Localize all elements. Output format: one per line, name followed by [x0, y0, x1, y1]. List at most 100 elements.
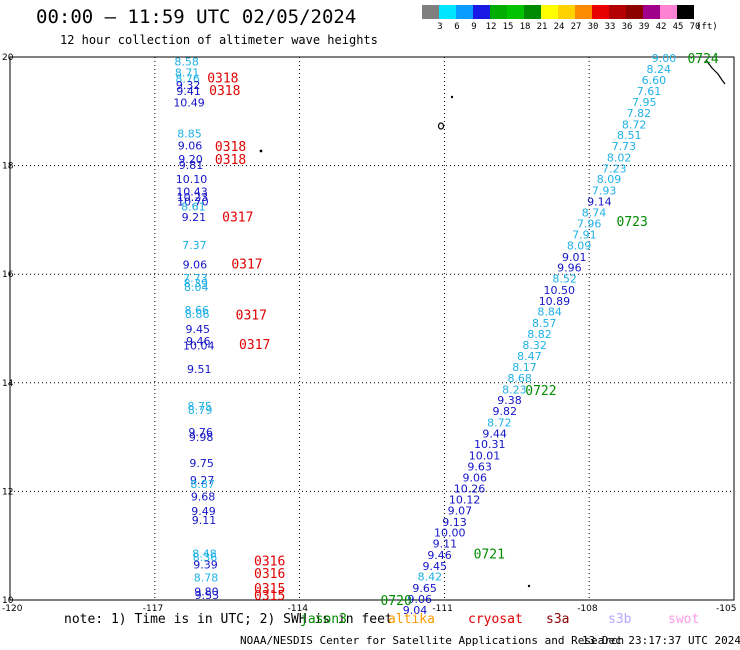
wave-height-value: 9.20 — [178, 153, 203, 166]
pass-time-label: 0721 — [474, 547, 505, 562]
coastline — [705, 59, 726, 85]
wave-height-value: 9.96 — [557, 262, 582, 275]
pass-time-label: 0724 — [687, 52, 718, 67]
legend-tick-label: 12 — [485, 22, 497, 32]
wave-height-value: 8.52 — [552, 273, 577, 286]
wave-height-value: 8.68 — [507, 372, 532, 385]
legend-swatch — [643, 5, 660, 19]
wave-height-value: 10.89 — [539, 295, 571, 308]
color-legend: 3 6 9 12 15 18 21 24 27 30 33 36 39 42 45 70 (ft) — [422, 5, 728, 33]
lon-tick-label: -105 — [716, 604, 736, 614]
wave-height-value: 8.09 — [597, 173, 622, 186]
wave-height-value: 10.31 — [474, 438, 506, 451]
wave-height-value: 9.04 — [403, 604, 428, 617]
legend-swatch — [473, 5, 490, 19]
pass-time-label: 0318 — [209, 84, 240, 99]
pass-time-label: 0317 — [222, 211, 253, 226]
legend-swatch — [541, 5, 558, 19]
lat-tick-label: 14 — [2, 379, 14, 389]
wave-height-value: 8.02 — [607, 151, 632, 164]
wave-height-value: 8.86 — [185, 308, 210, 321]
wave-height-value: 9.06 — [183, 258, 208, 271]
legend-tick-label: 24 — [553, 22, 565, 32]
lat-tick-label: 10 — [2, 596, 14, 606]
lat-tick-label: 12 — [2, 487, 13, 497]
wave-height-value: 10.12 — [449, 494, 481, 507]
island — [450, 95, 454, 99]
wave-height-value: 9.51 — [187, 363, 212, 376]
wave-height-value: 7.93 — [592, 185, 617, 198]
legend-tick-label: 33 — [604, 22, 616, 32]
satellite-label-cryosat: cryosat — [468, 612, 523, 627]
pass-time-label: 0317 — [236, 308, 267, 323]
wave-height-value: 9.49 — [191, 505, 216, 518]
wave-height-value: 8.74 — [582, 206, 607, 219]
wave-height-value: 9.00 — [652, 52, 677, 65]
satellite-label-swot: swot — [668, 612, 700, 627]
lat-tick-label: 16 — [2, 270, 14, 280]
wave-height-value: 9.53 — [195, 589, 220, 602]
map-frame — [9, 56, 735, 601]
wave-height-value: 7.95 — [632, 96, 657, 109]
wave-height-value: 8.39 — [184, 277, 209, 290]
satellite-label-s3a: s3a — [546, 612, 570, 627]
map-subtitle: 12 hour collection of altimeter wave hei… — [60, 33, 378, 47]
wave-height-value: 10.10 — [176, 173, 208, 186]
wave-height-value: 8.04 — [184, 281, 209, 294]
pass-time-label: 0318 — [215, 140, 246, 155]
wave-height-value: 7.82 — [627, 107, 652, 120]
wave-height-value: 7.96 — [577, 218, 602, 231]
wave-height-value: 8.78 — [194, 572, 219, 585]
wave-height-value: 9.68 — [191, 490, 216, 503]
pass-time-label: 0315 — [254, 589, 285, 604]
legend-swatch — [507, 5, 524, 19]
wave-height-value: 8.47 — [517, 350, 542, 363]
lat-tick-label: 20 — [2, 53, 14, 63]
wave-height-value: 8.66 — [185, 304, 210, 317]
wave-height-value: 9.81 — [179, 159, 204, 172]
pass-time-label: 0317 — [239, 338, 270, 353]
pass-time-label: 0318 — [207, 72, 238, 87]
wave-height-value: 8.82 — [527, 328, 552, 341]
footer-note: note: 1) Time is in UTC; 2) SWH is in fe… — [64, 612, 393, 627]
wave-height-value: 9.32 — [176, 79, 201, 92]
lon-tick-label: -111 — [432, 604, 452, 614]
wave-height-value: 9.06 — [178, 140, 203, 153]
legend-swatch — [422, 5, 439, 19]
legend-tick-label: 15 — [502, 22, 514, 32]
wave-height-value: 9.80 — [194, 585, 219, 598]
credit-text: NOAA/NESDIS Center for Satellite Applica… — [240, 634, 625, 647]
wave-height-value: 9.65 — [412, 582, 437, 595]
wave-height-value: 9.27 — [190, 474, 215, 487]
wave-height-value: 8.72 — [622, 118, 647, 131]
wave-height-value: 8.85 — [177, 128, 202, 141]
island — [527, 584, 531, 588]
wave-height-value: 9.75 — [189, 457, 214, 470]
wave-height-value: 8.84 — [537, 306, 562, 319]
wave-height-value: 8.23 — [502, 383, 527, 396]
wave-height-value: 9.98 — [189, 431, 214, 444]
wave-height-value: 8.42 — [418, 571, 443, 584]
wave-height-value: 8.87 — [190, 478, 215, 491]
wave-height-value: 9.11 — [433, 538, 458, 551]
pass-time-label: 0723 — [617, 215, 648, 230]
legend-tick-label: 6 — [454, 22, 460, 32]
legend-tick-label: 3 — [437, 22, 443, 32]
pass-time-label: 0315 — [254, 582, 285, 597]
wave-height-value: 9.76 — [188, 426, 213, 439]
legend-tick-label: 39 — [638, 22, 650, 32]
legend-swatch — [660, 5, 677, 19]
wave-height-value: 8.09 — [567, 239, 592, 252]
pass-time-label: 0720 — [380, 594, 411, 609]
wave-height-value: 9.45 — [186, 323, 211, 336]
wave-height-value: 9.39 — [193, 559, 218, 572]
wave-height-value: 9.82 — [492, 405, 517, 418]
lon-tick-label: -114 — [288, 604, 309, 614]
legend-tick-label: 45 — [672, 22, 684, 32]
legend-unit: (ft) — [696, 22, 718, 32]
wave-height-value: 8.36 — [193, 551, 218, 564]
pass-time-label: 0316 — [254, 554, 285, 569]
wave-height-value: 8.32 — [522, 339, 547, 352]
wave-height-value: 7.73 — [612, 140, 637, 153]
